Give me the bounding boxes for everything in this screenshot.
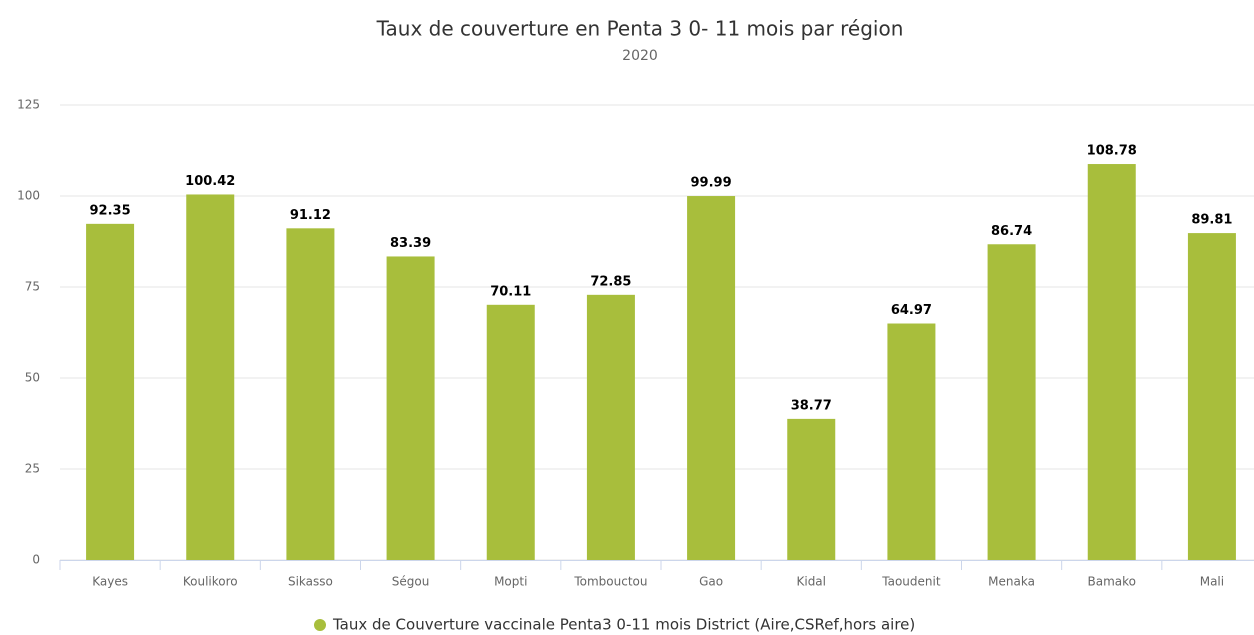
x-tick-label: Mali: [1200, 575, 1224, 589]
bar: [887, 323, 936, 560]
legend-marker: [314, 619, 326, 631]
data-label: 38.77: [791, 398, 832, 413]
x-tick-label: Kayes: [92, 575, 128, 589]
chart-title: Taux de couverture en Penta 3 0- 11 mois…: [376, 17, 904, 41]
bar: [987, 244, 1036, 560]
bar: [486, 304, 535, 560]
chart-subtitle: 2020: [622, 48, 658, 64]
data-label: 89.81: [1191, 213, 1232, 228]
legend-label: Taux de Couverture vaccinale Penta3 0-11…: [332, 616, 915, 634]
data-label: 99.99: [691, 176, 732, 191]
y-tick-label: 100: [17, 189, 40, 203]
x-tick-label: Taoudenit: [881, 575, 941, 589]
x-tick-label: Tombouctou: [573, 575, 647, 589]
y-tick-label: 25: [25, 462, 40, 476]
data-label: 83.39: [390, 236, 431, 251]
bar: [586, 294, 635, 560]
data-label: 72.85: [590, 274, 631, 289]
x-tick-label: Menaka: [988, 575, 1035, 589]
data-label: 91.12: [290, 208, 331, 223]
x-tick-label: Mopti: [494, 575, 527, 589]
x-tick-label: Sikasso: [288, 575, 333, 589]
data-label: 108.78: [1087, 144, 1137, 159]
data-label: 64.97: [891, 303, 932, 318]
y-tick-label: 125: [17, 98, 40, 112]
y-tick-label: 0: [32, 553, 40, 567]
x-tick-label: Koulikoro: [183, 575, 238, 589]
bar: [186, 194, 235, 561]
data-label: 100.42: [185, 174, 235, 189]
bar: [86, 223, 135, 560]
data-label: 92.35: [90, 203, 131, 218]
data-label: 86.74: [991, 224, 1032, 239]
bar: [1187, 233, 1236, 560]
x-tick-label: Gao: [699, 575, 723, 589]
x-tick-label: Bamako: [1088, 575, 1137, 589]
data-label: 70.11: [490, 284, 531, 299]
bar: [1087, 164, 1136, 560]
bar: [286, 228, 335, 561]
y-tick-label: 50: [25, 371, 40, 385]
x-tick-label: Ségou: [392, 575, 430, 589]
bar: [386, 256, 435, 560]
bar: [687, 196, 736, 560]
y-tick-label: 75: [25, 280, 40, 294]
x-tick-label: Kidal: [796, 575, 826, 589]
bar: [787, 418, 836, 560]
